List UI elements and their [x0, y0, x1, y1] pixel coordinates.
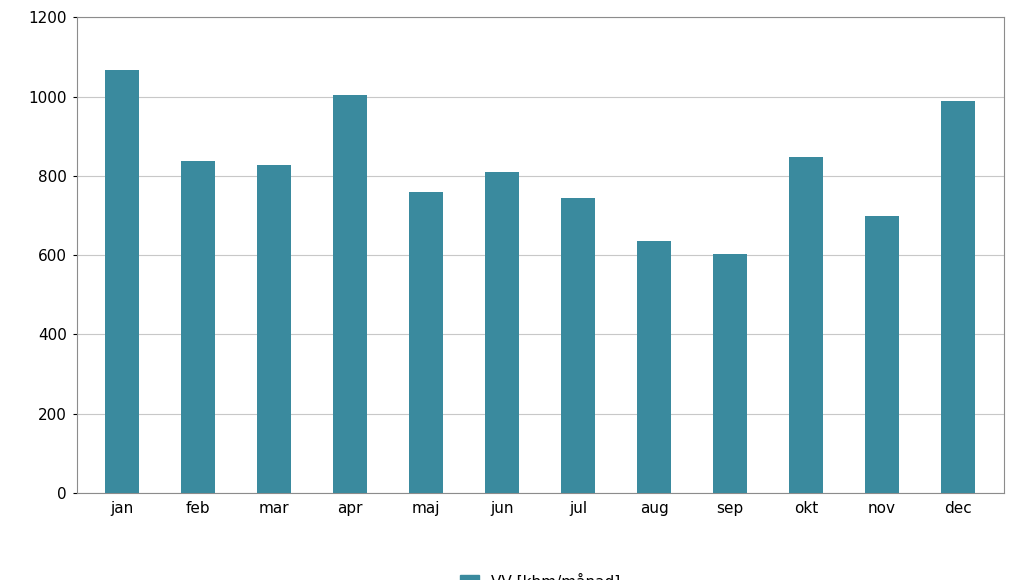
Bar	[257, 165, 292, 493]
Legend: VV [kbm/månad]: VV [kbm/månad]	[460, 574, 621, 580]
Bar	[865, 216, 899, 493]
Bar	[181, 161, 215, 493]
Bar	[561, 198, 595, 493]
Bar	[105, 70, 139, 493]
Bar	[333, 95, 368, 493]
Bar	[788, 157, 823, 493]
Bar	[485, 172, 519, 493]
Bar	[713, 255, 748, 493]
Bar	[637, 241, 671, 493]
Bar	[410, 192, 443, 493]
Bar	[941, 102, 975, 493]
